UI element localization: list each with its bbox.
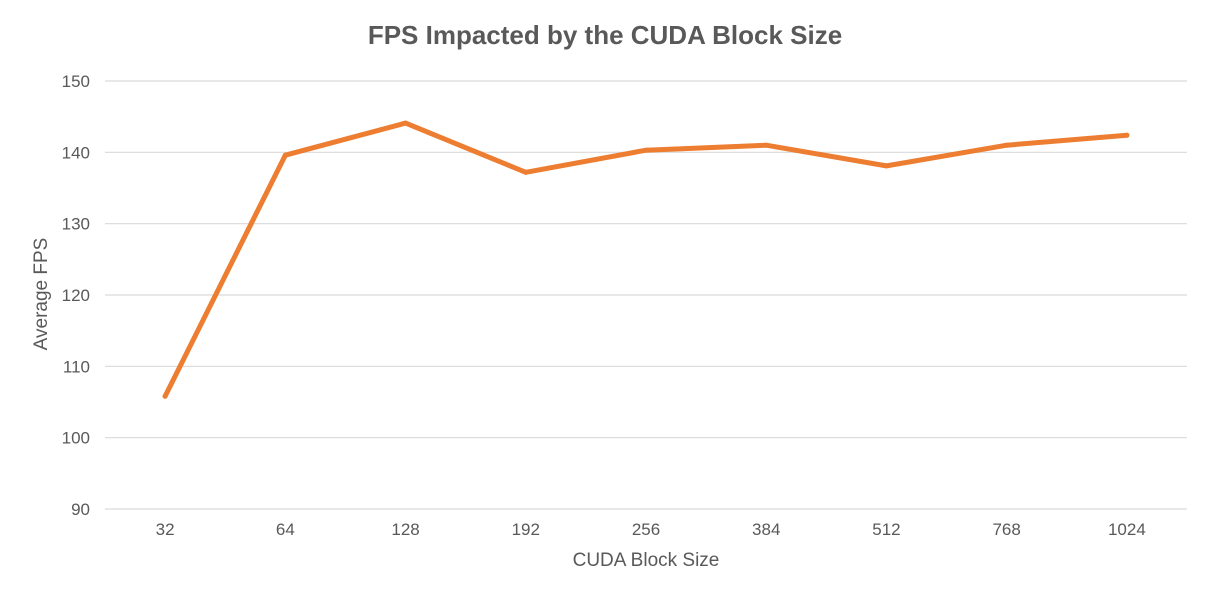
x-tick-labels: 32 64 128 192 256 384 512 768 1024 bbox=[156, 520, 1146, 539]
data-point bbox=[883, 163, 889, 169]
x-tick-label: 768 bbox=[992, 520, 1020, 539]
x-axis-label: CUDA Block Size bbox=[573, 550, 720, 571]
y-tick-label: 150 bbox=[62, 72, 90, 91]
data-point bbox=[523, 169, 529, 175]
chart-title: FPS Impacted by the CUDA Block Size bbox=[368, 20, 842, 50]
x-tick-label: 512 bbox=[872, 520, 900, 539]
y-tick-label: 130 bbox=[62, 215, 90, 234]
data-point bbox=[763, 142, 769, 148]
x-tick-label: 1024 bbox=[1108, 520, 1146, 539]
data-point bbox=[282, 152, 288, 158]
x-tick-label: 32 bbox=[156, 520, 175, 539]
data-point bbox=[643, 147, 649, 153]
data-point bbox=[1124, 132, 1130, 138]
data-point bbox=[162, 393, 168, 399]
x-tick-label: 192 bbox=[512, 520, 540, 539]
x-tick-label: 256 bbox=[632, 520, 660, 539]
x-tick-label: 64 bbox=[276, 520, 295, 539]
y-tick-label: 140 bbox=[62, 143, 90, 162]
x-tick-label: 384 bbox=[752, 520, 780, 539]
y-tick-label: 100 bbox=[62, 429, 90, 448]
data-point bbox=[1004, 142, 1010, 148]
y-tick-label: 90 bbox=[71, 500, 90, 519]
data-point bbox=[403, 120, 409, 126]
y-tick-label: 120 bbox=[62, 286, 90, 305]
y-tick-label: 110 bbox=[63, 357, 90, 376]
x-tick-label: 128 bbox=[391, 520, 419, 539]
series-layer bbox=[162, 120, 1130, 399]
y-axis-label: Average FPS bbox=[31, 238, 52, 351]
y-tick-labels: 90 100 110 120 130 140 150 bbox=[62, 72, 90, 519]
series-line-0 bbox=[162, 120, 1130, 399]
